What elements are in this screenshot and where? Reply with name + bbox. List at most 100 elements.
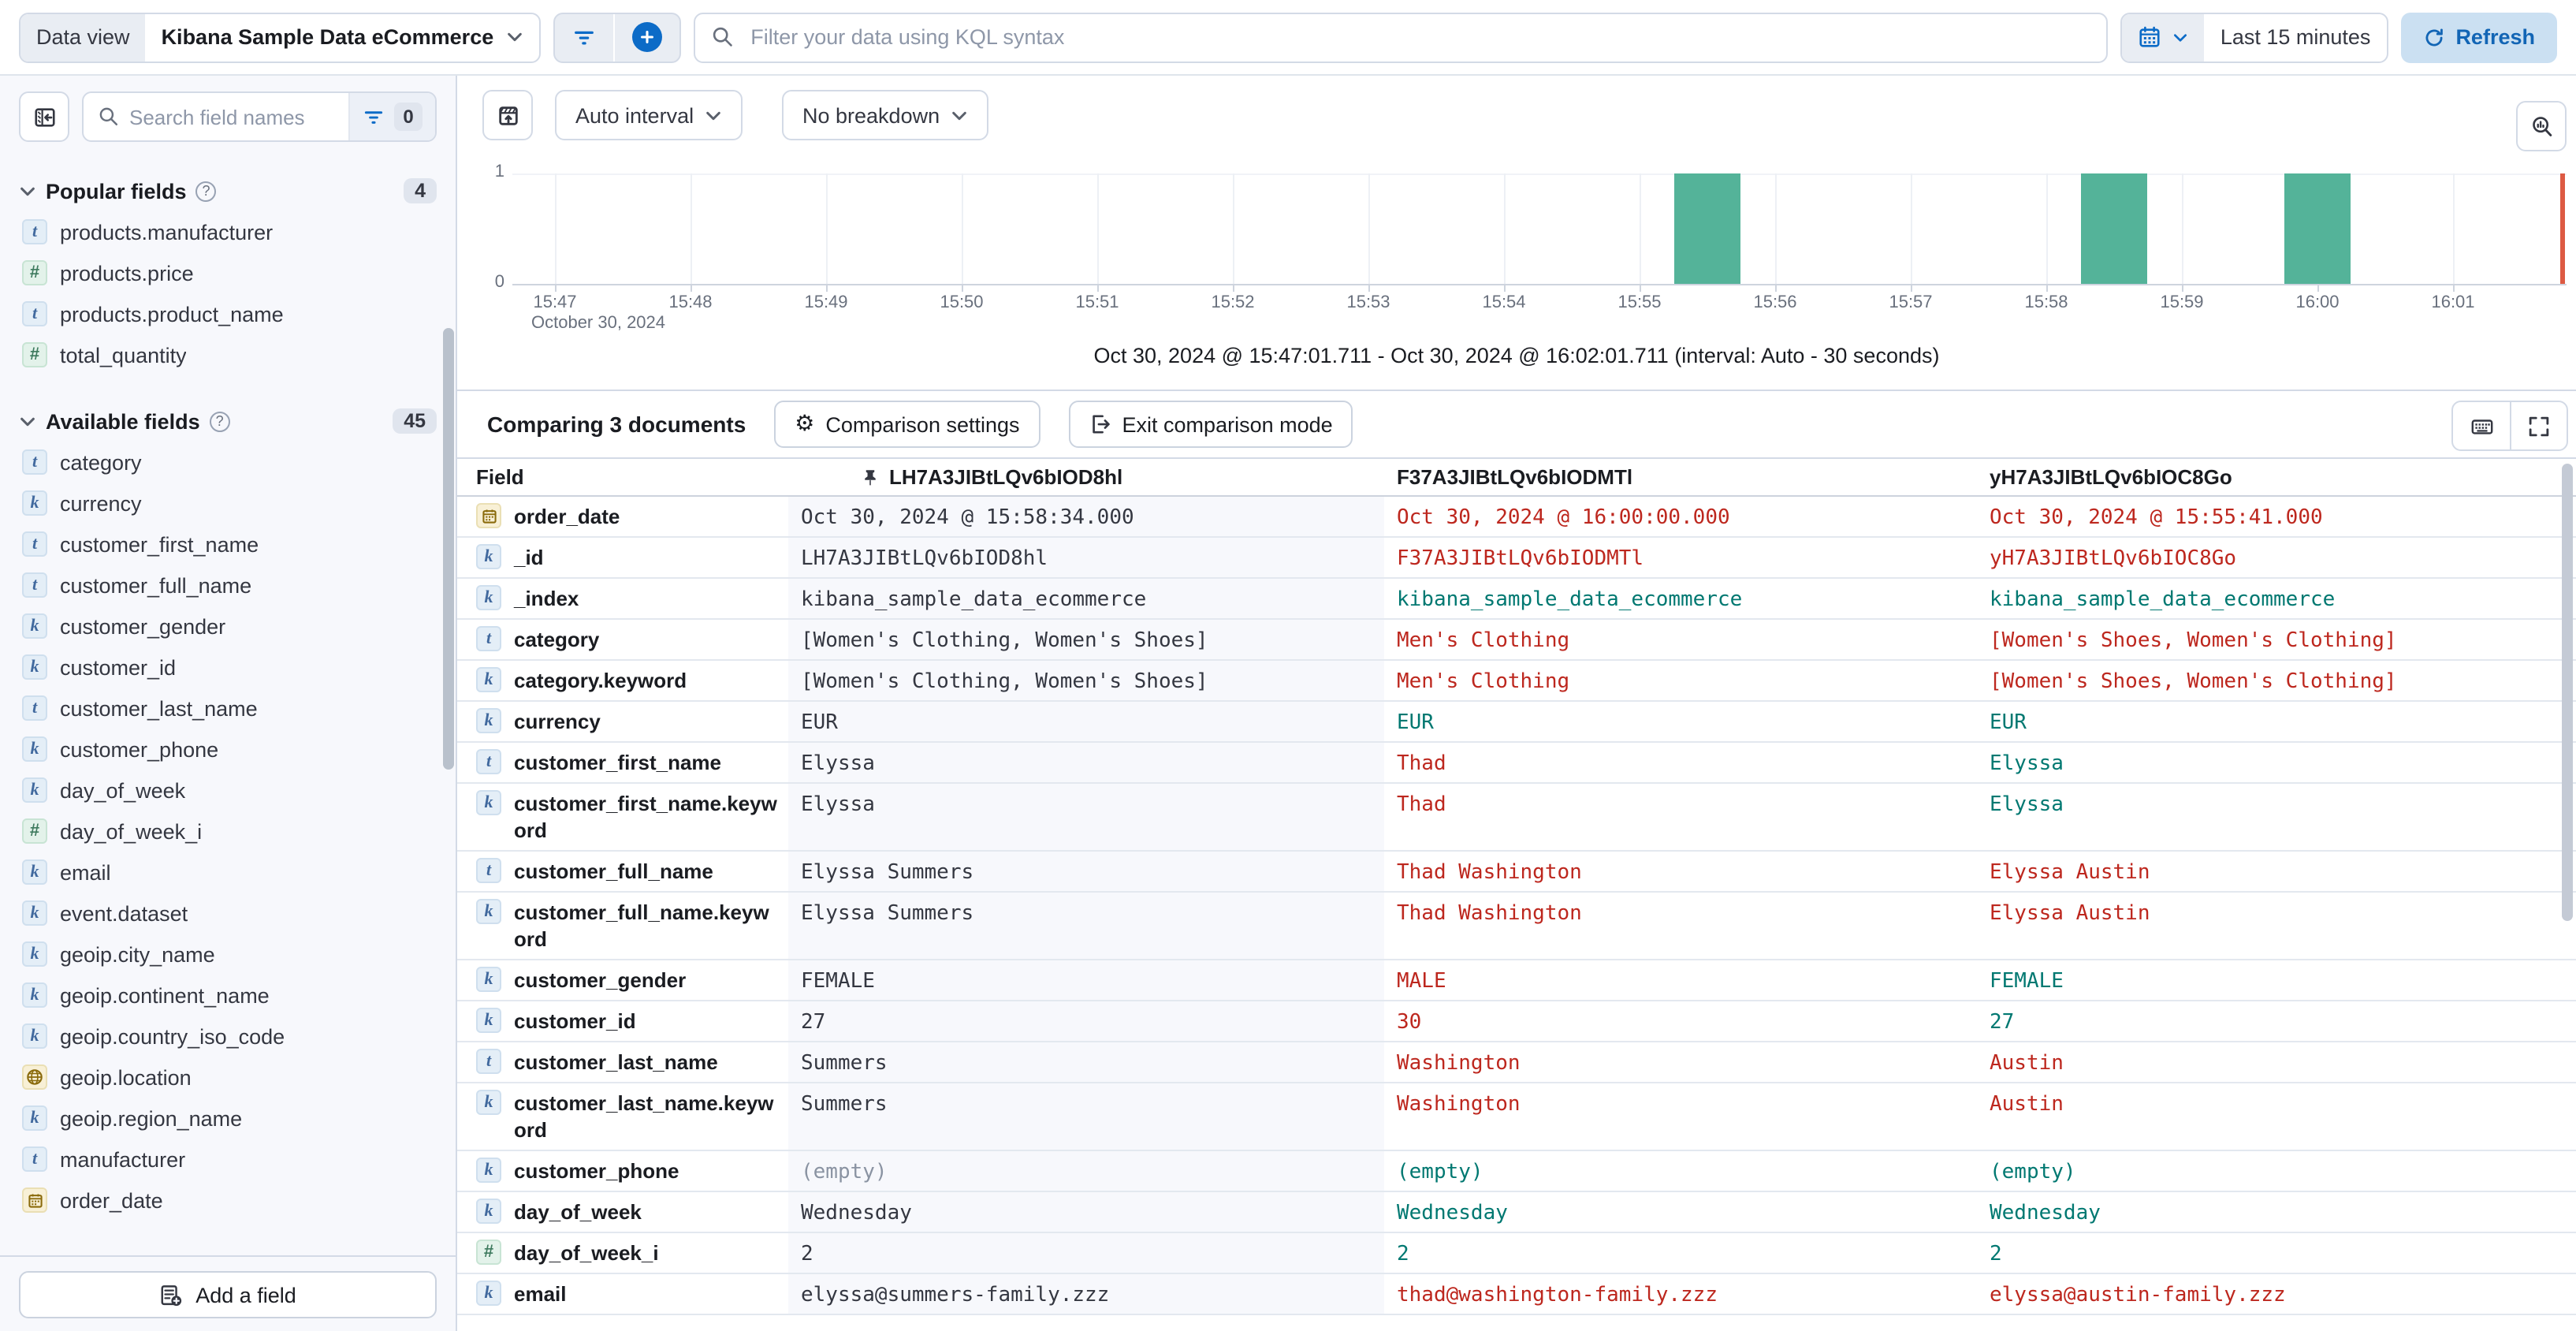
field-item-event.dataset[interactable]: k event.dataset xyxy=(0,893,456,934)
field-name-cell[interactable]: t customer_full_name xyxy=(457,852,788,885)
popular-fields-count-badge: 4 xyxy=(404,178,437,203)
field-name-cell[interactable]: k category.keyword xyxy=(457,661,788,694)
add-field-button[interactable]: Add a field xyxy=(19,1271,437,1318)
field-filter-icon[interactable] xyxy=(363,106,385,128)
kql-query-bar[interactable] xyxy=(694,12,2109,62)
sidebar-toolbar: 0 xyxy=(19,91,437,142)
collapse-sidebar-button[interactable] xyxy=(19,91,69,142)
field-item-order_date[interactable]: order_date xyxy=(0,1180,456,1221)
field-item-manufacturer[interactable]: t manufacturer xyxy=(0,1139,456,1180)
field-name-cell[interactable]: k customer_gender xyxy=(457,960,788,994)
add-filter-icon-button[interactable] xyxy=(555,13,613,61)
field-value: Washington xyxy=(1397,1052,1521,1076)
field-item-customer_id[interactable]: k customer_id xyxy=(0,647,456,688)
field-item-email[interactable]: k email xyxy=(0,852,456,893)
field-item-day_of_week_i[interactable]: # day_of_week_i xyxy=(0,811,456,852)
field-name-cell[interactable]: k email xyxy=(457,1274,788,1307)
gridline xyxy=(1233,173,1234,284)
pinned-doc-column-header[interactable]: LH7A3JIBtLQv6bIOD8hl xyxy=(788,459,1384,495)
value-cell: Elyssa Summers xyxy=(788,893,1384,959)
field-name-cell[interactable]: k customer_phone xyxy=(457,1151,788,1184)
data-view-value-button[interactable]: Kibana Sample Data eCommerce xyxy=(146,13,540,61)
field-item-customer_first_name[interactable]: t customer_first_name xyxy=(0,524,456,565)
field-name-cell[interactable]: k currency xyxy=(457,702,788,735)
field-value: F37A3JIBtLQv6bIODMTl xyxy=(1397,547,1644,571)
field-item-products.product_name[interactable]: t products.product_name xyxy=(0,293,456,334)
fullscreen-button[interactable] xyxy=(2510,402,2567,449)
keyboard-shortcuts-button[interactable] xyxy=(2453,402,2510,449)
field-name-cell[interactable]: k day_of_week xyxy=(457,1192,788,1225)
field-value: Wednesday xyxy=(1990,1202,2101,1225)
field-value: kibana_sample_data_ecommerce xyxy=(1990,588,2336,612)
value-cell: Austin xyxy=(1977,1042,2576,1077)
field-value: 27 xyxy=(1990,1011,2015,1035)
field-name-cell[interactable]: t category xyxy=(457,620,788,653)
x-axis-tick-label: 15:54 xyxy=(1482,293,1526,312)
field-item-geoip.country_iso_code[interactable]: k geoip.country_iso_code xyxy=(0,1016,456,1057)
field-item-geoip.location[interactable]: geoip.location xyxy=(0,1057,456,1098)
field-item-total_quantity[interactable]: # total_quantity xyxy=(0,334,456,375)
field-item-geoip.region_name[interactable]: k geoip.region_name xyxy=(0,1098,456,1139)
hide-chart-button[interactable] xyxy=(482,90,533,140)
field-name-cell[interactable]: t customer_first_name xyxy=(457,743,788,776)
histogram-chart[interactable]: 1 0 15:47 15:48 15:49 15:50 15:51 15:52 15:53 1… xyxy=(457,148,2576,334)
field-item-products.price[interactable]: # products.price xyxy=(0,252,456,293)
field-value: FEMALE xyxy=(801,970,875,994)
field-item-customer_phone[interactable]: k customer_phone xyxy=(0,729,456,770)
histogram-bar-16:00:00[interactable] xyxy=(2284,173,2351,284)
doc-column-header[interactable]: F37A3JIBtLQv6bIODMTl xyxy=(1397,465,1633,489)
field-name-cell[interactable]: # day_of_week_i xyxy=(457,1233,788,1266)
time-range-value[interactable]: Last 15 minutes xyxy=(2220,25,2371,49)
field-item-customer_full_name[interactable]: t customer_full_name xyxy=(0,565,456,606)
popular-fields-header[interactable]: Popular fields 4 xyxy=(0,170,456,211)
field-item-geoip.city_name[interactable]: k geoip.city_name xyxy=(0,934,456,975)
interval-select[interactable]: Auto interval xyxy=(555,90,743,140)
field-name-cell[interactable]: k customer_first_name.keyword xyxy=(457,784,788,844)
field-item-customer_gender[interactable]: k customer_gender xyxy=(0,606,456,647)
field-name-cell[interactable]: t customer_last_name xyxy=(457,1042,788,1076)
histogram-bar-15:58:30[interactable] xyxy=(2081,173,2147,284)
field-name-cell[interactable]: k _id xyxy=(457,538,788,571)
histogram-bar-15:55:30[interactable] xyxy=(1674,173,1740,284)
field-item-products.manufacturer[interactable]: t products.manufacturer xyxy=(0,211,456,252)
data-view-picker[interactable]: Data view Kibana Sample Data eCommerce xyxy=(19,12,542,62)
field-name-cell[interactable]: order_date xyxy=(457,497,788,530)
x-axis-line xyxy=(512,284,2567,285)
field-item-customer_last_name[interactable]: t customer_last_name xyxy=(0,688,456,729)
geo-type-icon xyxy=(22,1064,47,1090)
comparison-settings-button[interactable]: ⚙ Comparison settings xyxy=(774,401,1040,448)
field-item-category[interactable]: t category xyxy=(0,442,456,483)
x-axis-date-label: October 30, 2024 xyxy=(531,314,666,333)
field-item-currency[interactable]: k currency xyxy=(0,483,456,524)
field-name-cell[interactable]: k customer_id xyxy=(457,1001,788,1035)
comparison-row-customer_gender: k customer_gender FEMALE MALE FEMALE xyxy=(457,960,2576,1001)
edit-visualization-button[interactable] xyxy=(2516,101,2567,151)
field-item-geoip.continent_name[interactable]: k geoip.continent_name xyxy=(0,975,456,1016)
filter-icon xyxy=(572,25,596,49)
interval-label: Auto interval xyxy=(575,103,694,127)
date-picker-button[interactable] xyxy=(2122,13,2205,61)
breakdown-select[interactable]: No breakdown xyxy=(782,90,989,140)
kql-query-input[interactable] xyxy=(747,24,2091,50)
add-control-button[interactable] xyxy=(613,13,679,61)
field-name-cell[interactable]: k customer_last_name.keyword xyxy=(457,1083,788,1143)
exit-comparison-button[interactable]: Exit comparison mode xyxy=(1068,401,1353,448)
doc-column-header[interactable]: yH7A3JIBtLQv6bIOC8Go xyxy=(1990,465,2232,489)
field-name-cell[interactable]: k _index xyxy=(457,579,788,612)
gridline xyxy=(555,173,557,284)
field-value: Elyssa Austin xyxy=(1990,902,2150,926)
comparison-row-category: t category [Women's Clothing, Women's Shoe… xyxy=(457,620,2576,661)
field-item-day_of_week[interactable]: k day_of_week xyxy=(0,770,456,811)
field-name-cell[interactable]: k customer_full_name.keyword xyxy=(457,893,788,953)
field-search[interactable]: 0 xyxy=(82,91,437,142)
sidebar-scrollbar-thumb[interactable] xyxy=(443,328,454,770)
table-scrollbar-thumb[interactable] xyxy=(2562,464,2573,921)
available-fields-header[interactable]: Available fields 45 xyxy=(0,401,456,442)
keyword-type-icon: k xyxy=(476,967,501,992)
field-search-input[interactable] xyxy=(129,105,348,129)
value-cell: kibana_sample_data_ecommerce xyxy=(1384,579,1977,613)
refresh-button[interactable]: Refresh xyxy=(2400,12,2557,62)
x-axis-tick-label: 15:50 xyxy=(940,293,984,312)
gear-icon: ⚙ xyxy=(795,412,815,437)
field-name: day_of_week_i xyxy=(514,1241,659,1265)
